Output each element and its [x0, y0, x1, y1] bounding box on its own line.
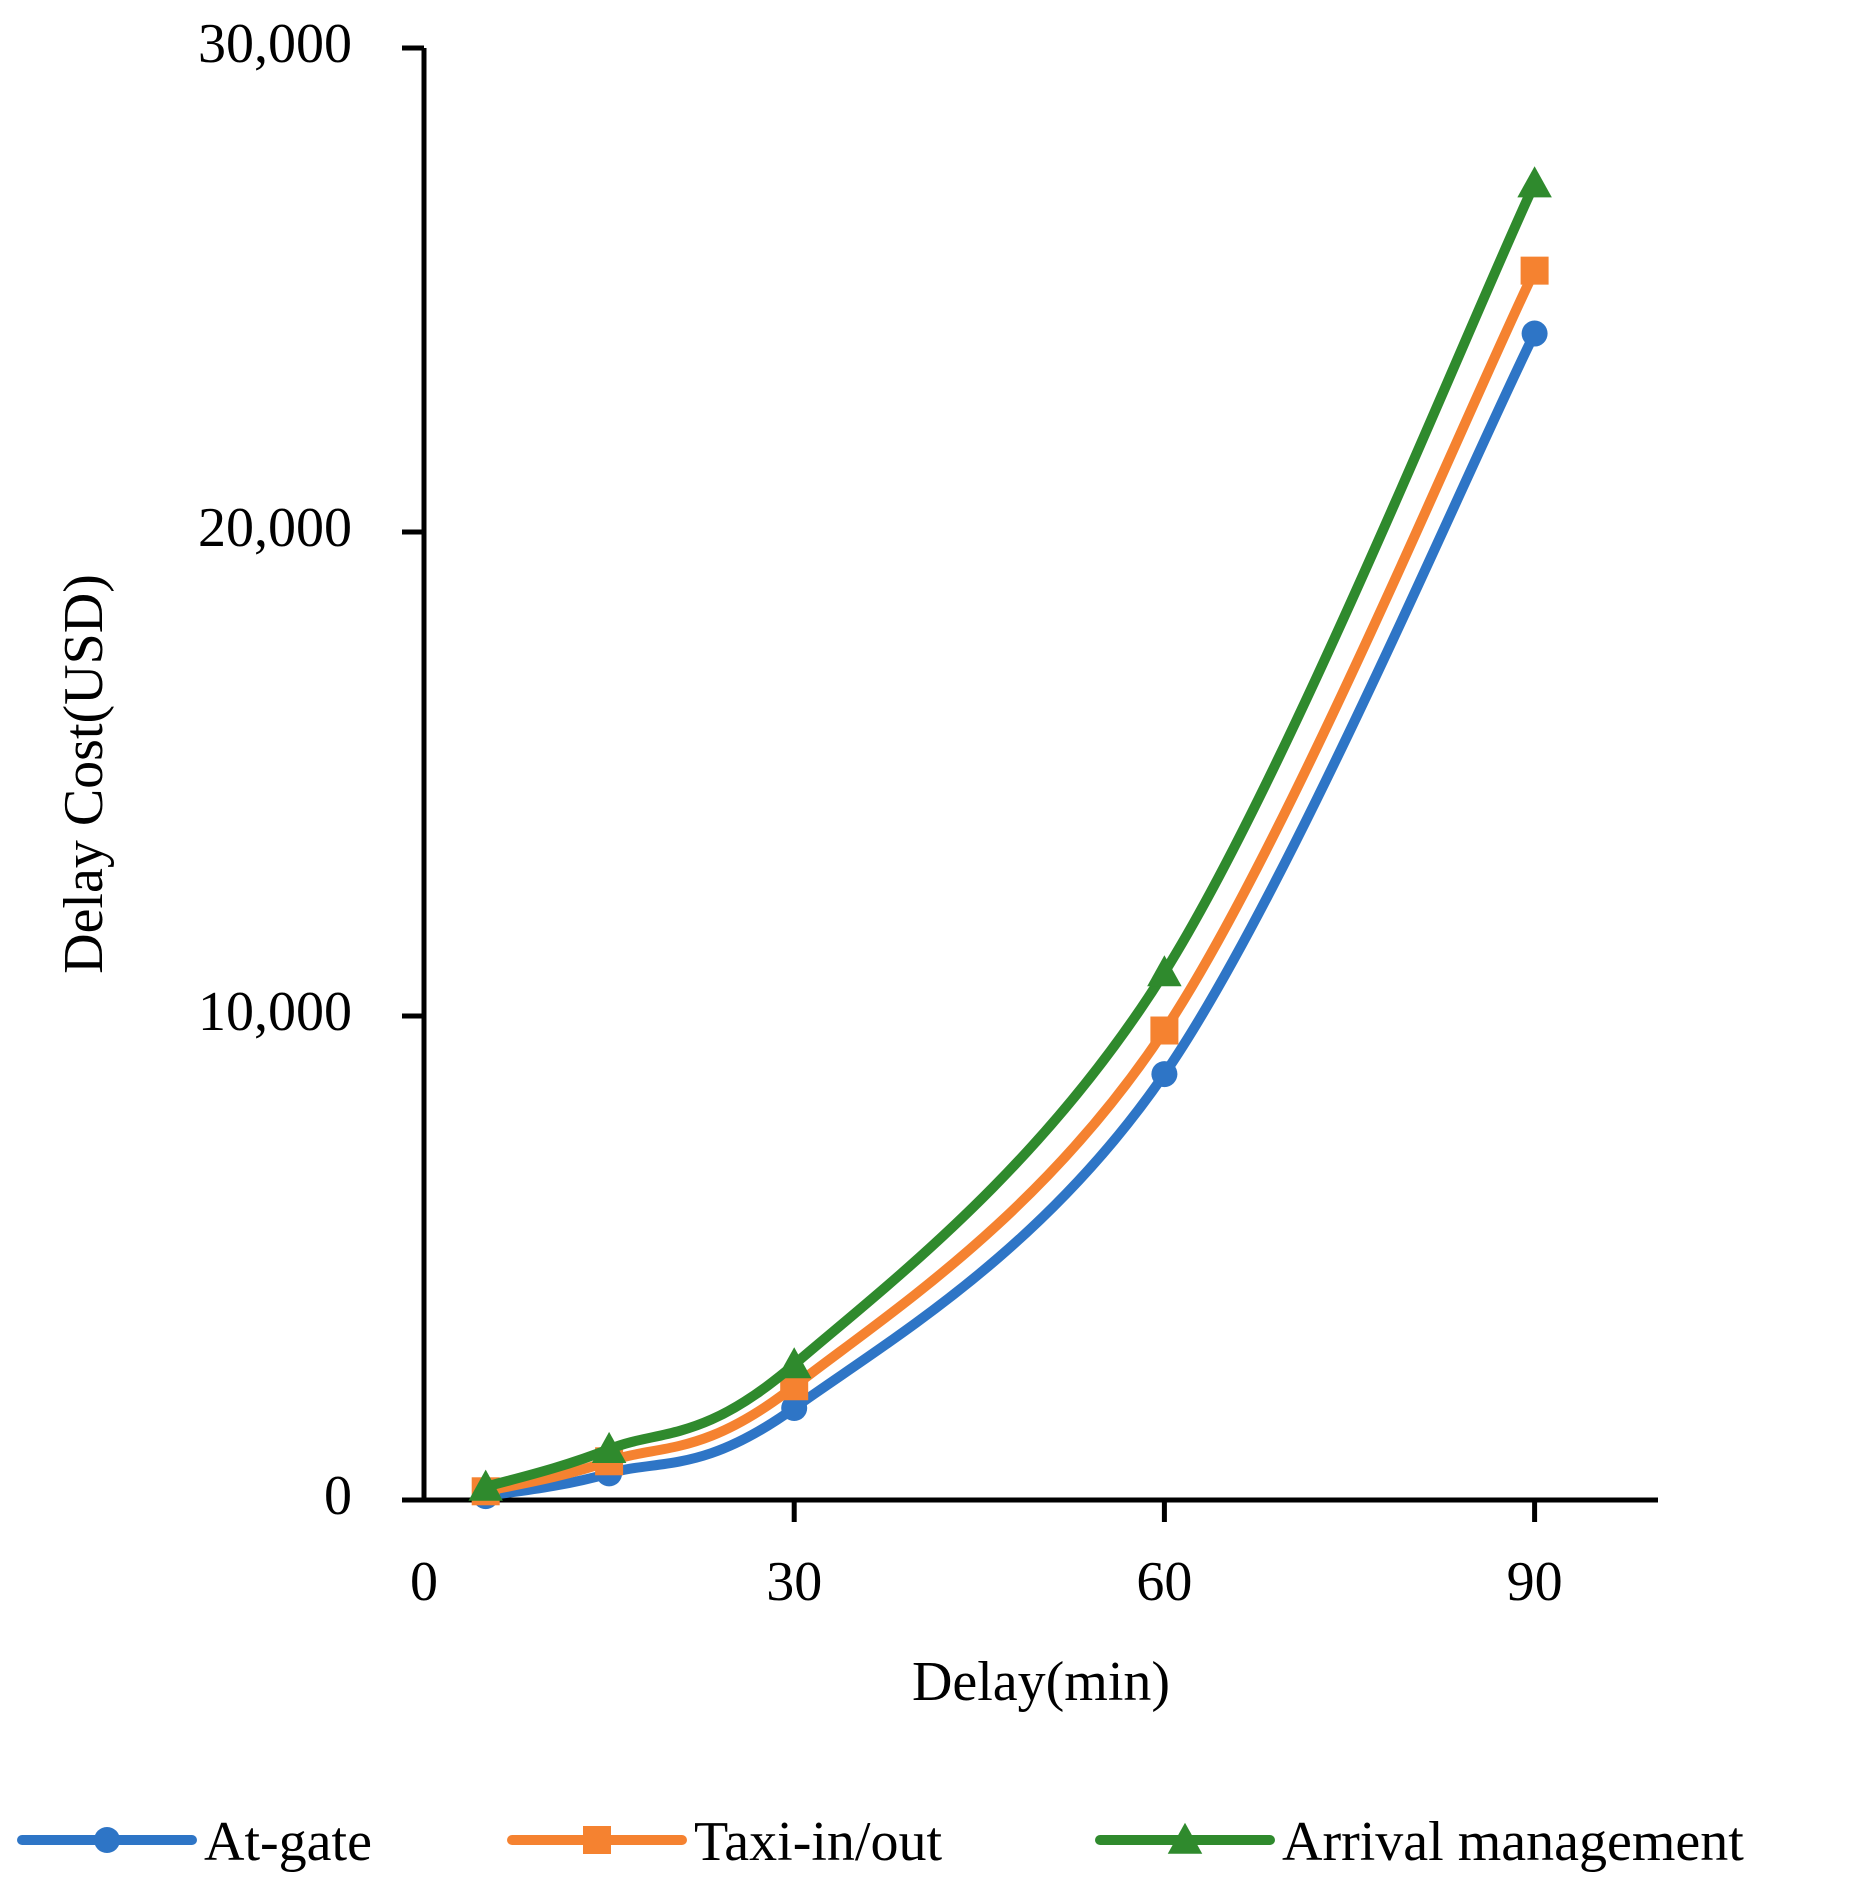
tick-labels: 0 10,000 20,000 30,000 0 30 60 90: [198, 13, 1563, 1613]
data-point: [781, 1395, 808, 1422]
series-layer: [468, 166, 1552, 1510]
y-tick-label: 10,000: [198, 981, 352, 1043]
data-point: [1147, 955, 1182, 987]
data-point: [591, 1431, 627, 1463]
axes: [421, 48, 1658, 1503]
data-point: [1517, 166, 1552, 198]
data-point: [776, 1347, 812, 1379]
series-taxi-in-out: [471, 256, 1549, 1506]
series-line: [480, 178, 1540, 1492]
y-tick-label: 30,000: [198, 13, 352, 75]
tick-marks: [402, 45, 1538, 1522]
legend-marker: [583, 1826, 611, 1854]
y-tick-label: 20,000: [198, 497, 352, 559]
legend-item: Arrival management: [1095, 1811, 1744, 1873]
legend-item: Taxi-in/out: [507, 1811, 942, 1873]
x-tick-label: 90: [1507, 1551, 1563, 1613]
series-at-gate: [472, 320, 1548, 1510]
legend: At-gate Taxi-in/out Arrival management: [17, 1811, 1744, 1873]
x-tick-label: 60: [1136, 1551, 1192, 1613]
x-tick-label: 30: [766, 1551, 822, 1613]
data-point: [1151, 1061, 1178, 1088]
legend-item: At-gate: [17, 1811, 372, 1873]
series-arrival-management: [468, 166, 1552, 1501]
x-tick-label: 0: [410, 1551, 438, 1613]
legend-marker: [94, 1827, 120, 1853]
x-axis-label: Delay(min): [912, 1651, 1170, 1713]
data-point: [1150, 1016, 1179, 1045]
data-point: [1520, 256, 1549, 285]
data-point: [468, 1469, 503, 1501]
data-point: [1521, 320, 1548, 347]
legend-label: Taxi-in/out: [694, 1811, 942, 1873]
y-tick-label: 0: [324, 1465, 352, 1527]
y-axis-label: Delay Cost(USD): [53, 574, 115, 974]
legend-label: At-gate: [204, 1811, 372, 1873]
legend-label: Arrival management: [1282, 1811, 1744, 1873]
series-line: [480, 328, 1540, 1502]
legend-marker: [1167, 1822, 1203, 1854]
series-line: [480, 265, 1540, 1497]
